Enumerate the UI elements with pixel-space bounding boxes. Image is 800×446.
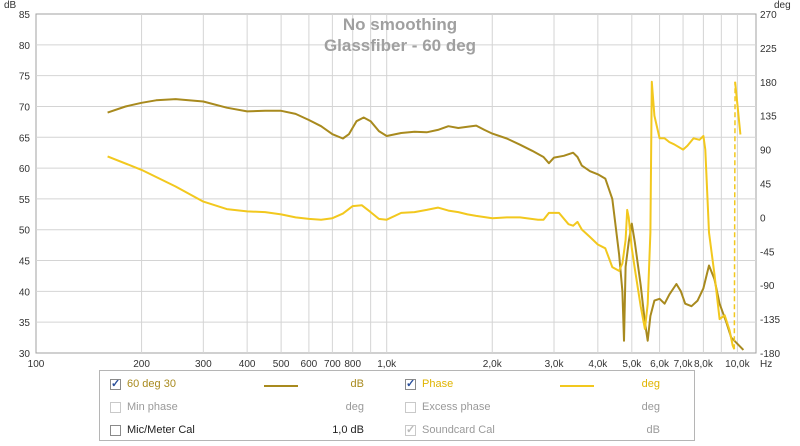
left-tick-label: 70 [19, 102, 31, 113]
right-tick-label: -180 [760, 349, 780, 360]
x-tick-label: 3,0k [545, 359, 565, 370]
left-tick-label: 55 [19, 195, 31, 206]
x-tick-label: 600 [301, 359, 318, 370]
legend-unit-60deg30: dB [350, 378, 364, 390]
x-tick-label: 500 [273, 359, 290, 370]
right-tick-label: 180 [760, 78, 777, 89]
plot-frame [35, 13, 757, 354]
chart-title: No smoothing [343, 15, 457, 34]
legend-unit-phase: deg [641, 378, 660, 390]
x-unit-label: Hz [760, 359, 772, 370]
right-tick-label: 45 [760, 180, 772, 191]
legend-unit-soundcard-cal: dB [646, 424, 660, 436]
left-tick-label: 30 [19, 349, 31, 360]
checkbox-mic-meter-cal[interactable] [110, 425, 121, 436]
right-tick-label: -45 [760, 247, 775, 258]
right-tick-label: -135 [760, 315, 780, 326]
chart-svg: 30 35 40 45 50 55 60 65 70 75 80 85 -180 -135 -90 -45 0 4… [4, 0, 791, 370]
series-layer [107, 80, 745, 351]
legend-label-60deg30: 60 deg 30 [127, 378, 176, 390]
legend-label-soundcard-cal: Soundcard Cal [422, 424, 495, 436]
checkbox-excess-phase[interactable] [405, 402, 416, 413]
grid [35, 13, 757, 354]
legend-item-60deg30: ✓ 60 deg 30 dB [110, 376, 400, 396]
right-tick-label: 135 [760, 112, 777, 123]
x-tick-label: 2,0k [483, 359, 503, 370]
left-tick-label: 50 [19, 226, 31, 237]
right-tick-label: 225 [760, 44, 777, 55]
x-tick-label: 7,0k [674, 359, 694, 370]
legend-item-soundcard-cal: ✓ Soundcard Cal dB [405, 422, 690, 442]
left-tick-label: 60 [19, 164, 31, 175]
x-tick-label: 10,0k [725, 359, 750, 370]
right-tick-label: 90 [760, 146, 772, 157]
left-tick-label: 75 [19, 72, 31, 83]
x-tick-label: 5,0k [622, 359, 642, 370]
axes: 30 35 40 45 50 55 60 65 70 75 80 85 -180 -135 -90 -45 0 4… [19, 10, 781, 370]
x-tick-label: 300 [195, 359, 212, 370]
x-tick-label: 8,0k [694, 359, 714, 370]
left-tick-label: 65 [19, 133, 31, 144]
checkbox-phase[interactable]: ✓ [405, 378, 416, 390]
x-tick-label: 700 [324, 359, 341, 370]
chart-subtitle: Glassfiber - 60 deg [324, 36, 476, 55]
checkbox-60deg30[interactable]: ✓ [110, 378, 121, 390]
right-tick-label: 270 [760, 10, 777, 21]
x-tick-label: 400 [239, 359, 256, 370]
legend-panel: ✓ 60 deg 30 dB ✓ Phase deg Min phase deg… [99, 370, 695, 441]
legend-unit-min-phase: deg [345, 401, 364, 413]
legend-item-mic-meter-cal: Mic/Meter Cal 1,0 dB [110, 422, 400, 442]
right-axis-label: deg [774, 0, 791, 11]
x-tick-label: 6,0k [650, 359, 670, 370]
left-tick-label: 85 [19, 10, 31, 21]
right-tick-label: -90 [760, 281, 775, 292]
checkbox-soundcard-cal[interactable]: ✓ [405, 424, 416, 436]
series-line-phase [734, 81, 742, 135]
x-tick-label: 100 [28, 359, 45, 370]
left-tick-label: 45 [19, 257, 31, 268]
legend-unit-mic-meter-cal: 1,0 dB [332, 424, 364, 436]
left-tick-label: 35 [19, 318, 31, 329]
left-tick-label: 40 [19, 287, 31, 298]
phase-wrap-line [733, 81, 736, 350]
legend-item-phase: ✓ Phase deg [405, 376, 690, 396]
legend-unit-excess-phase: deg [641, 401, 660, 413]
legend-item-min-phase: Min phase deg [110, 399, 400, 419]
legend-swatch-phase [560, 385, 594, 387]
legend-item-excess-phase: Excess phase deg [405, 399, 690, 419]
legend-swatch-60deg30 [264, 385, 298, 387]
legend-label-phase: Phase [422, 378, 454, 390]
x-tick-label: 800 [344, 359, 361, 370]
left-axis-label: dB [4, 0, 17, 11]
x-tick-label: 1,0k [377, 359, 397, 370]
legend-label-min-phase: Min phase [127, 401, 178, 413]
x-tick-label: 4,0k [588, 359, 608, 370]
legend-label-mic-meter-cal: Mic/Meter Cal [127, 424, 195, 436]
series-line-phase [107, 80, 736, 350]
right-tick-label: 0 [760, 213, 766, 224]
legend-label-excess-phase: Excess phase [422, 401, 491, 413]
series-line-60-deg-30 [107, 98, 745, 351]
x-tick-label: 200 [133, 359, 150, 370]
left-tick-label: 80 [19, 41, 31, 52]
checkbox-min-phase[interactable] [110, 402, 121, 413]
